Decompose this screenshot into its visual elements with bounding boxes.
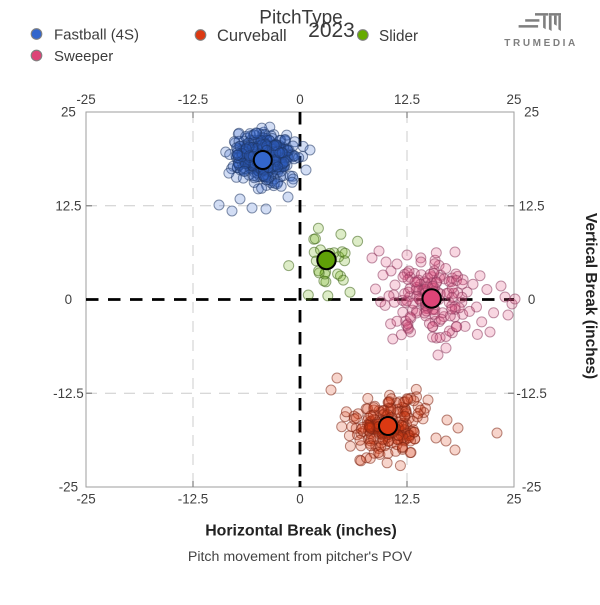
svg-text:12.5: 12.5: [394, 92, 420, 107]
svg-text:Pitch movement from pitcher's: Pitch movement from pitcher's POV: [188, 549, 413, 565]
svg-text:25: 25: [507, 92, 522, 107]
svg-text:Horizontal Break (inches): Horizontal Break (inches): [205, 523, 397, 540]
svg-text:-25: -25: [76, 92, 95, 107]
svg-text:Vertical Break (inches): Vertical Break (inches): [582, 213, 599, 379]
svg-text:0: 0: [65, 292, 72, 307]
svg-text:25: 25: [507, 492, 522, 507]
svg-text:Slider: Slider: [379, 28, 418, 45]
svg-text:2023: 2023: [308, 19, 355, 42]
svg-text:12.5: 12.5: [394, 492, 420, 507]
svg-text:12.5: 12.5: [519, 198, 545, 213]
svg-text:-12.5: -12.5: [178, 92, 209, 107]
svg-text:-25: -25: [76, 492, 95, 507]
svg-text:0: 0: [296, 492, 303, 507]
svg-text:Fastball (4S): Fastball (4S): [54, 27, 139, 44]
svg-text:Curveball: Curveball: [217, 27, 287, 45]
svg-text:TRUMEDIA: TRUMEDIA: [504, 38, 578, 49]
svg-text:Sweeper: Sweeper: [54, 48, 113, 65]
svg-text:25: 25: [524, 105, 539, 120]
svg-text:-12.5: -12.5: [178, 492, 209, 507]
svg-text:25: 25: [61, 105, 76, 120]
svg-text:0: 0: [296, 92, 303, 107]
svg-text:0: 0: [528, 292, 535, 307]
svg-text:12.5: 12.5: [55, 198, 81, 213]
svg-text:-12.5: -12.5: [516, 386, 547, 401]
svg-text:-12.5: -12.5: [53, 386, 84, 401]
svg-text:PitchType: PitchType: [259, 7, 342, 28]
svg-text:-25: -25: [522, 480, 541, 495]
svg-text:-25: -25: [59, 480, 78, 495]
